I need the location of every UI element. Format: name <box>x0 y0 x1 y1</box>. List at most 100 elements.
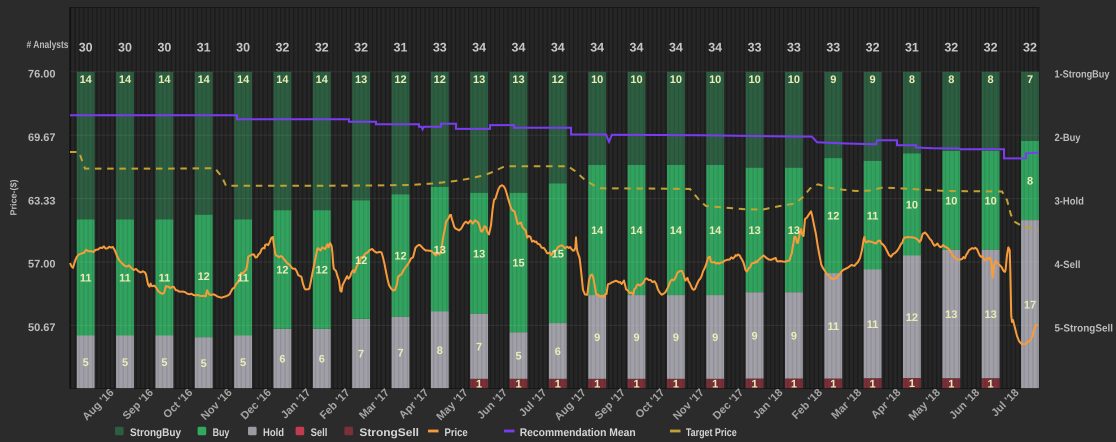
svg-text:1: 1 <box>515 379 521 391</box>
svg-text:9: 9 <box>594 332 600 344</box>
svg-text:10: 10 <box>945 195 957 207</box>
svg-text:1: 1 <box>633 379 639 391</box>
svg-text:15: 15 <box>512 258 524 270</box>
svg-text:32: 32 <box>275 40 289 54</box>
svg-text:1: 1 <box>830 379 836 391</box>
svg-text:Recommendation Mean: Recommendation Mean <box>520 427 636 439</box>
svg-text:6: 6 <box>555 346 561 358</box>
svg-text:7: 7 <box>476 341 482 353</box>
svg-text:13: 13 <box>473 248 485 260</box>
svg-text:Hold: Hold <box>263 427 284 439</box>
svg-text:32: 32 <box>866 40 880 54</box>
svg-text:7: 7 <box>397 348 403 360</box>
svg-text:15: 15 <box>552 248 564 260</box>
svg-text:1: 1 <box>870 378 876 390</box>
svg-text:34: 34 <box>708 40 722 54</box>
svg-text:8: 8 <box>909 74 915 86</box>
svg-text:1: 1 <box>712 379 718 391</box>
svg-text:32: 32 <box>354 40 368 54</box>
svg-text:1: 1 <box>791 379 797 391</box>
svg-text:10: 10 <box>591 74 603 86</box>
svg-text:11: 11 <box>827 321 839 333</box>
svg-text:30: 30 <box>157 40 171 54</box>
svg-text:34: 34 <box>590 40 604 54</box>
svg-text:4-Sell: 4-Sell <box>1055 259 1081 271</box>
svg-text:32: 32 <box>944 40 958 54</box>
svg-text:10: 10 <box>788 74 800 86</box>
svg-text:Price-($): Price-($) <box>9 179 19 215</box>
svg-text:31: 31 <box>197 40 211 54</box>
svg-text:10: 10 <box>984 195 996 207</box>
svg-text:9: 9 <box>752 331 758 343</box>
svg-text:12: 12 <box>316 265 328 277</box>
svg-text:34: 34 <box>472 40 486 54</box>
svg-text:33: 33 <box>787 40 801 54</box>
svg-text:12: 12 <box>355 255 367 267</box>
svg-text:11: 11 <box>867 319 879 331</box>
svg-text:7: 7 <box>358 349 364 361</box>
svg-text:11: 11 <box>159 273 171 285</box>
svg-text:32: 32 <box>315 40 329 54</box>
svg-text:11: 11 <box>237 273 249 285</box>
svg-text:11: 11 <box>80 273 92 285</box>
svg-text:34: 34 <box>669 40 683 54</box>
svg-text:14: 14 <box>80 74 93 86</box>
svg-text:9: 9 <box>830 74 836 86</box>
svg-text:14: 14 <box>276 74 289 86</box>
svg-text:12: 12 <box>394 251 406 263</box>
svg-text:34: 34 <box>630 40 644 54</box>
svg-text:8: 8 <box>988 74 994 86</box>
svg-text:13: 13 <box>984 309 996 321</box>
svg-text:10: 10 <box>709 74 721 86</box>
svg-text:30: 30 <box>118 40 132 54</box>
svg-text:9: 9 <box>673 332 679 344</box>
svg-text:1: 1 <box>476 379 482 391</box>
svg-text:50.67: 50.67 <box>28 322 56 334</box>
svg-text:33: 33 <box>433 40 447 54</box>
svg-text:57.00: 57.00 <box>28 259 56 271</box>
svg-text:3-Hold: 3-Hold <box>1055 196 1084 208</box>
svg-text:6: 6 <box>279 354 285 366</box>
svg-text:9: 9 <box>791 331 797 343</box>
svg-text:12: 12 <box>394 74 406 86</box>
svg-text:10: 10 <box>748 74 760 86</box>
svg-text:1-StrongBuy: 1-StrongBuy <box>1055 69 1110 81</box>
svg-text:14: 14 <box>630 225 643 237</box>
svg-text:33: 33 <box>748 40 762 54</box>
svg-text:Buy: Buy <box>213 427 230 439</box>
svg-text:14: 14 <box>709 225 722 237</box>
svg-text:14: 14 <box>237 74 250 86</box>
svg-text:11: 11 <box>119 273 131 285</box>
svg-text:1: 1 <box>948 378 954 390</box>
svg-text:12: 12 <box>906 312 918 324</box>
svg-text:14: 14 <box>119 74 132 86</box>
svg-text:13: 13 <box>748 225 760 237</box>
svg-text:9: 9 <box>633 332 639 344</box>
svg-text:30: 30 <box>236 40 250 54</box>
svg-text:32: 32 <box>1023 40 1037 54</box>
svg-text:7: 7 <box>1027 74 1033 86</box>
svg-text:10: 10 <box>670 74 682 86</box>
svg-text:5: 5 <box>240 357 246 369</box>
svg-text:10: 10 <box>906 200 918 212</box>
svg-text:14: 14 <box>316 74 329 86</box>
svg-text:5: 5 <box>122 357 128 369</box>
svg-text:5: 5 <box>515 351 521 363</box>
svg-text:14: 14 <box>198 74 211 86</box>
svg-text:12: 12 <box>827 211 839 223</box>
svg-text:34: 34 <box>512 40 526 54</box>
svg-text:13: 13 <box>945 309 957 321</box>
svg-text:9: 9 <box>712 332 718 344</box>
svg-text:12: 12 <box>552 74 564 86</box>
svg-text:12: 12 <box>198 271 210 283</box>
svg-text:8: 8 <box>437 345 443 357</box>
svg-text:13: 13 <box>512 74 524 86</box>
svg-text:# Analysts: # Analysts <box>27 39 69 51</box>
svg-text:1: 1 <box>909 378 915 390</box>
svg-text:2-Buy: 2-Buy <box>1055 132 1081 144</box>
svg-text:9: 9 <box>870 74 876 86</box>
svg-text:1: 1 <box>752 379 758 391</box>
svg-text:Target Price: Target Price <box>686 427 737 439</box>
svg-text:6: 6 <box>319 354 325 366</box>
svg-text:Sell: Sell <box>311 427 328 439</box>
